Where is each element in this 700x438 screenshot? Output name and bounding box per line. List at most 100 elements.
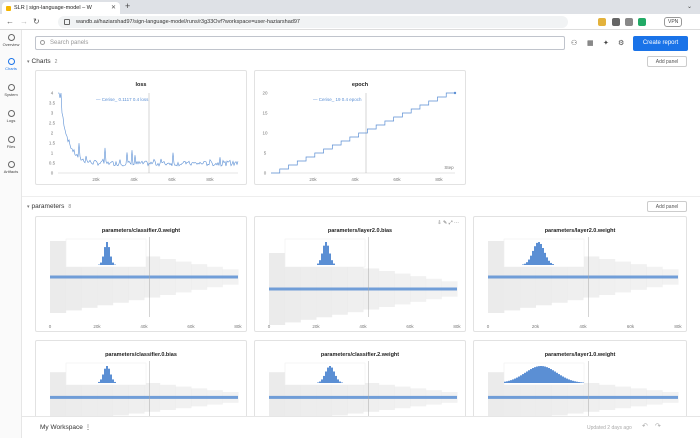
more-icon[interactable]: ⋯ [454, 220, 459, 226]
sidebar-item-label: Files [6, 144, 16, 149]
reload-icon[interactable]: ↻ [33, 17, 40, 26]
inset-histogram-bar [112, 262, 114, 265]
tab-list-chevron-icon[interactable]: ⌄ [686, 4, 692, 10]
inset-histogram-bar [512, 379, 514, 383]
section-count: 2 [54, 59, 58, 65]
inset-histogram-bar [337, 379, 339, 383]
browser-tab-title: SLR | sign-language-model – W [14, 5, 92, 11]
inset-histogram-bar [102, 256, 104, 265]
vpn-badge[interactable]: VPN [664, 17, 683, 27]
inset-histogram-bar [530, 369, 532, 383]
workspace-label: My Workspace [40, 424, 83, 431]
inset-histogram-bar [108, 368, 110, 383]
user-icon[interactable]: ⚇ [571, 40, 578, 47]
lock-icon [64, 19, 70, 25]
magic-wand-icon[interactable]: ✦ [603, 40, 609, 47]
inset-histogram-bar [534, 367, 536, 383]
inset-histogram-bar [528, 259, 530, 265]
fullscreen-icon[interactable]: ⤢ [448, 220, 453, 226]
inset-histogram-bar [317, 263, 319, 265]
inset-histogram-bar [341, 382, 343, 383]
panel-title: parameters/layer2.0.bias [327, 228, 393, 234]
puzzle-icon[interactable] [625, 18, 633, 26]
redo-icon[interactable]: ↷ [655, 423, 661, 430]
inset-histogram-bar [568, 379, 570, 383]
panel-layout-icon[interactable]: ▦ [587, 40, 594, 47]
x-tick-label: 20k [312, 324, 320, 329]
inset-histogram-bar [331, 367, 333, 383]
inset-histogram-bar [548, 368, 550, 383]
inset-histogram-bar [100, 379, 102, 383]
inset-histogram-bar [329, 253, 331, 265]
sidebar-item-charts[interactable]: Charts [0, 58, 22, 71]
section-count: 8 [68, 204, 72, 210]
forward-icon[interactable]: → [20, 17, 28, 26]
app-sidebar: Overview Charts System Logs Files Artifa… [0, 30, 22, 438]
series-line [58, 92, 239, 167]
y-tick-label: 10 [262, 131, 268, 136]
profile-avatar[interactable] [638, 18, 646, 26]
extension-icon[interactable] [598, 18, 606, 26]
section-divider [22, 196, 700, 197]
panel-title: parameters/classifier.0.weight [101, 228, 181, 234]
layers-icon [7, 161, 15, 168]
inset-histogram-bar [112, 379, 114, 383]
inset-histogram-bar [536, 242, 538, 265]
gear-icon[interactable]: ⚙ [618, 40, 625, 47]
sidebar-item-artifacts[interactable]: Artifacts [0, 161, 22, 174]
inset-histogram-bar [528, 370, 530, 383]
inset-histogram-bar [327, 367, 329, 383]
new-tab-icon[interactable]: + [125, 1, 131, 11]
inset-histogram-bar [522, 374, 524, 383]
inset-histogram-bar [106, 366, 108, 383]
url-text: wandb.ai/haziarshad97/sign-language-mode… [76, 19, 300, 25]
x-tick-label: 60k [187, 324, 195, 329]
inset-histogram-bar [546, 257, 548, 265]
inset-histogram-bar [550, 262, 552, 265]
histogram-panel-classifier-0-bias[interactable]: parameters/classifier.0.bias [35, 340, 247, 420]
sidebar-item-system[interactable]: System [0, 84, 22, 97]
add-panel-button[interactable]: Add panel [647, 56, 687, 67]
search-input[interactable]: Search panels [35, 36, 565, 50]
inset-histogram-bar [542, 248, 544, 265]
y-tick-label: 0.5 [49, 161, 56, 166]
histogram-panel-classifier-2-weight[interactable]: parameters/classifier.2.weight [254, 340, 466, 420]
inset-histogram-bar [333, 371, 335, 383]
extension-icon[interactable] [612, 18, 620, 26]
histogram-panel-layer2-0-weight[interactable]: parameters/layer2.0.weight 0 20k 40k 60k 80k [473, 216, 687, 332]
inset-histogram-bar [506, 381, 508, 383]
inset-histogram-bar [576, 381, 578, 383]
section-header-parameters[interactable]: ▾ parameters 8 [27, 203, 71, 210]
histogram-panel-classifier-0-weight[interactable]: parameters/classifier.0.weight 0 20k 40k 60… [35, 216, 247, 332]
series-end-point [453, 91, 457, 95]
browser-tab[interactable]: SLR | sign-language-model – W ✕ [2, 2, 120, 14]
chart-panel-loss[interactable]: loss 4 3.5 3 2.5 2 1.5 1 0.5 0 20k 40k 60k 80k — Ceri… [35, 70, 247, 185]
histogram-panel-layer1-0-weight[interactable]: parameters/layer1.0.weight [473, 340, 687, 420]
sidebar-item-files[interactable]: Files [0, 136, 22, 149]
sidebar-item-overview[interactable]: Overview [0, 34, 22, 47]
inset-histogram-bar [532, 368, 534, 383]
legend-entry: — Cerise_ 0.1117 0.4 loss [96, 97, 149, 102]
close-tab-icon[interactable]: ✕ [110, 5, 116, 11]
panel-title: parameters/layer2.0.weight [544, 228, 616, 234]
chart-icon [7, 58, 15, 65]
add-panel-button[interactable]: Add panel [647, 201, 687, 212]
download-icon[interactable]: ⇩ [437, 220, 442, 226]
edit-icon[interactable]: ✎ [443, 220, 448, 226]
histogram-chart [269, 361, 458, 419]
create-report-button[interactable]: Create report [633, 36, 688, 51]
histogram-panel-layer2-0-bias[interactable]: ⇩ ✎ ⤢ ⋯ parameters/layer2.0.bias 0 20k 40k… [254, 216, 466, 332]
sidebar-item-logs[interactable]: Logs [0, 110, 22, 123]
chart-panel-epoch[interactable]: epoch 20 15 10 5 0 20k 40k 60k 80k Step — Cerise_ … [254, 70, 466, 185]
undo-icon[interactable]: ↶ [642, 423, 648, 430]
x-tick-label: 40k [359, 324, 367, 329]
section-header-charts[interactable]: ▾ Charts 2 [27, 58, 57, 65]
x-tick-label: 80k [234, 324, 242, 329]
inset-histogram-bar [558, 374, 560, 383]
workspace-name[interactable]: My Workspace ⋮ [40, 423, 91, 431]
x-tick-label: 80k [453, 324, 461, 329]
url-field[interactable]: wandb.ai/haziarshad97/sign-language-mode… [58, 16, 568, 28]
histogram-chart: 0 20k 40k 60k 80k [268, 237, 461, 329]
more-vertical-icon[interactable]: ⋮ [84, 424, 92, 431]
back-icon[interactable]: ← [6, 17, 14, 26]
